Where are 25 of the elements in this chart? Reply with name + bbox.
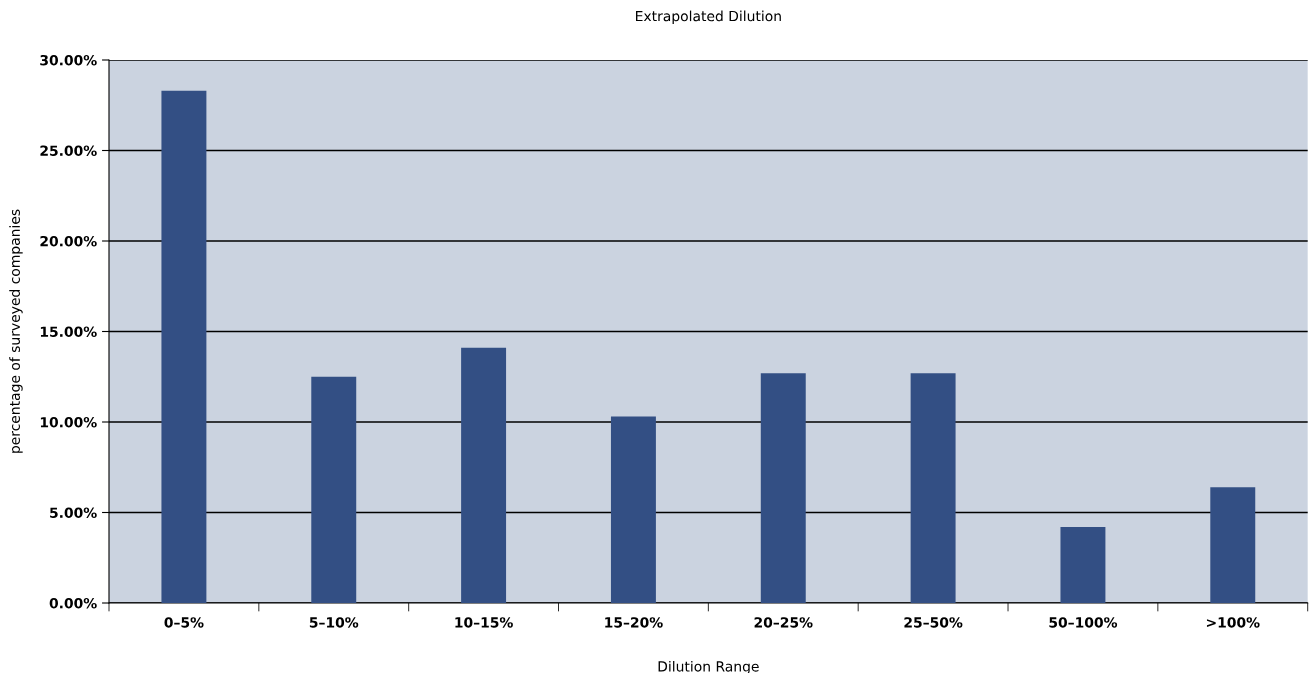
x-tick-label: 0–5% bbox=[164, 617, 204, 628]
y-tick-label: 5.00% bbox=[50, 507, 97, 518]
chart-title: Extrapolated Dilution bbox=[636, 10, 781, 24]
bar bbox=[610, 416, 656, 603]
y-tick-label: 20.00% bbox=[40, 235, 97, 247]
y-tick-label: 0.00% bbox=[49, 597, 97, 609]
x-tick-label: 25–50% bbox=[904, 617, 963, 628]
x-tick-label: 10–15% bbox=[455, 617, 513, 628]
bar bbox=[311, 376, 357, 603]
x-tick-label: 5–10% bbox=[309, 617, 359, 628]
y-tick-label: 25.00% bbox=[40, 145, 97, 156]
y-axis-title: percentage of surveyed companies bbox=[9, 209, 23, 453]
x-tick-label: 20–25% bbox=[754, 617, 813, 628]
y-tick-label: 30.00% bbox=[40, 54, 97, 66]
bar bbox=[910, 373, 956, 603]
x-tick-label: 50–100% bbox=[1049, 617, 1118, 628]
y-tick-label: 15.00% bbox=[40, 326, 97, 337]
y-tick-label: 10.00% bbox=[40, 416, 97, 428]
bar bbox=[1210, 487, 1256, 603]
bar bbox=[461, 347, 507, 603]
bar bbox=[1060, 526, 1106, 603]
bar bbox=[161, 90, 207, 603]
x-tick-label: >100% bbox=[1206, 617, 1260, 628]
x-tick-label: 15–20% bbox=[605, 617, 663, 628]
bar bbox=[760, 373, 806, 603]
